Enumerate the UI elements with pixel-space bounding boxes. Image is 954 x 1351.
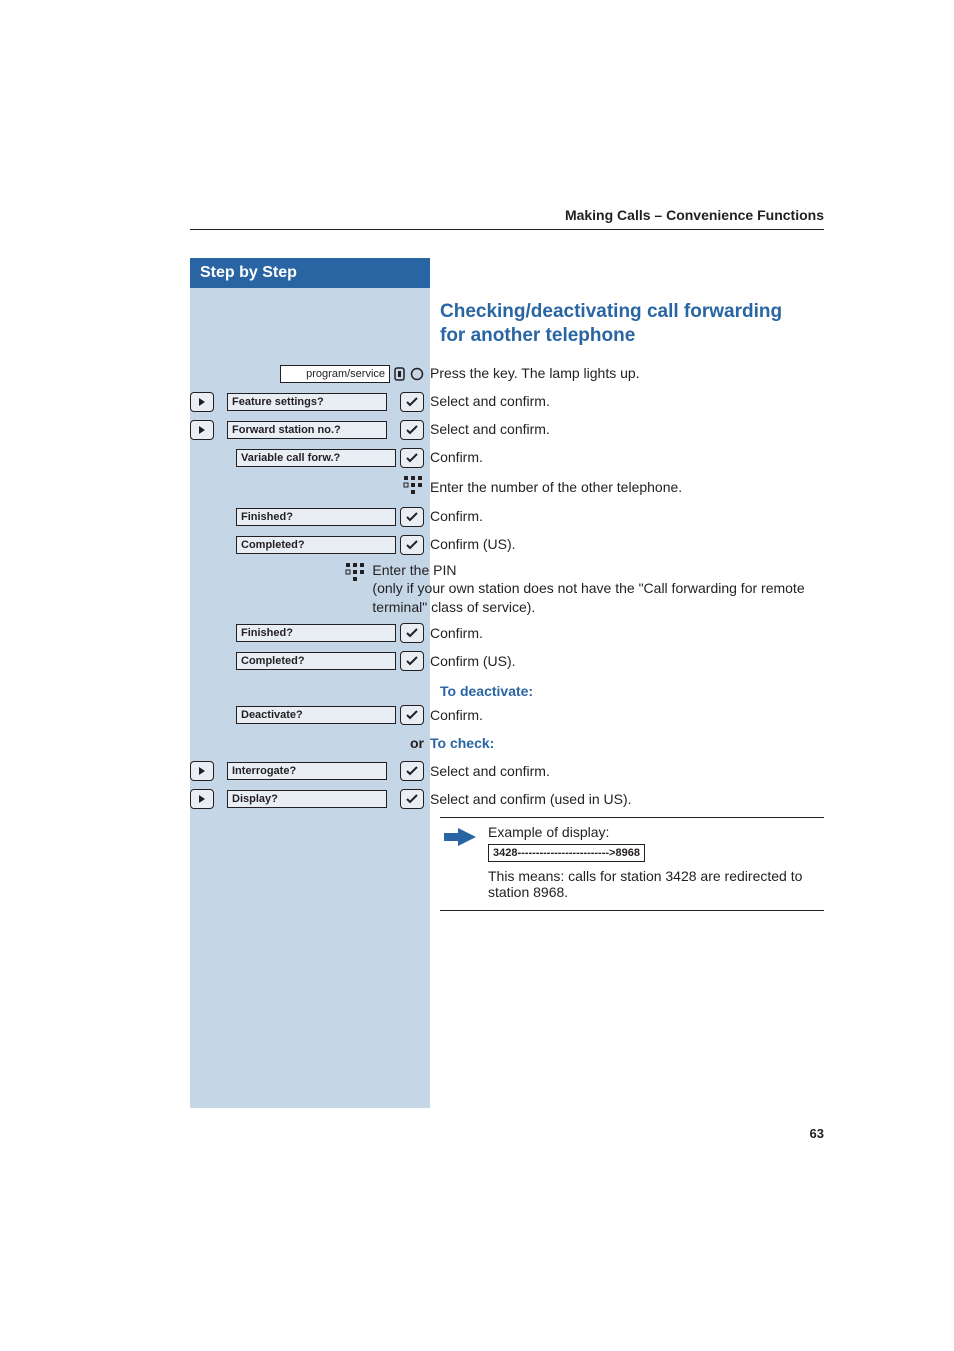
note-example-display: 3428------------------------->8968 <box>488 844 645 862</box>
step-feature-settings: Feature settings? Select and confirm. <box>440 390 824 414</box>
text-enter-number: Enter the number of the other telephone. <box>430 478 682 497</box>
sidebar: Step by Step <box>190 258 430 1108</box>
sub-check: To check: <box>430 735 494 751</box>
side-completed-2: Completed? <box>190 651 430 671</box>
step-enter-pin: Enter the PIN (only if your own station … <box>440 561 824 618</box>
side-deactivate: Deactivate? <box>190 705 430 725</box>
text-feature-settings: Select and confirm. <box>430 392 550 411</box>
box-deactivate: Deactivate? <box>236 706 396 724</box>
text-completed-2: Confirm (US). <box>430 652 516 671</box>
confirm-icon <box>400 448 424 468</box>
lamp-icon <box>394 365 424 383</box>
title-line-1: Checking/deactivating call forwarding <box>440 301 782 322</box>
side-enter-number <box>190 474 430 501</box>
text-deactivate: Confirm. <box>430 706 483 725</box>
box-finished-2: Finished? <box>236 624 396 642</box>
box-forward-station: Forward station no.? <box>227 421 387 439</box>
step-program-service: program/service Press the key. The lamp … <box>440 362 824 386</box>
page-number: 63 <box>810 1126 824 1141</box>
header-title: Making Calls – Convenience Functions <box>190 207 824 223</box>
step-finished-1: Finished? Confirm. <box>440 505 824 529</box>
side-enter-pin <box>190 561 372 588</box>
note-example-label: Example of display: <box>488 824 824 840</box>
side-feature-settings: Feature settings? <box>190 392 430 412</box>
step-completed-2: Completed? Confirm (US). <box>440 649 824 673</box>
page: Making Calls – Convenience Functions Ste… <box>0 0 954 1351</box>
confirm-icon <box>400 651 424 671</box>
box-display: Display? <box>227 790 387 808</box>
header-rule <box>190 229 824 230</box>
text-finished-2: Confirm. <box>430 624 483 643</box>
step-display: Display? Select and confirm (used in US)… <box>440 787 824 811</box>
confirm-icon <box>400 535 424 555</box>
scroll-icon <box>190 789 214 809</box>
sidebar-title: Step by Step <box>190 258 430 288</box>
note-explain: This means: calls for station 3428 are r… <box>488 868 824 900</box>
text-interrogate: Select and confirm. <box>430 762 550 781</box>
confirm-icon <box>400 507 424 527</box>
title-line-2: for another telephone <box>440 325 635 346</box>
step-interrogate: Interrogate? Select and confirm. <box>440 759 824 783</box>
box-program-service: program/service <box>280 365 390 383</box>
confirm-icon <box>400 420 424 440</box>
confirm-icon <box>400 705 424 725</box>
box-feature-settings: Feature settings? <box>227 393 387 411</box>
side-interrogate: Interrogate? <box>190 761 430 781</box>
side-completed-1: Completed? <box>190 535 430 555</box>
step-completed-1: Completed? Confirm (US). <box>440 533 824 557</box>
note-body: Example of display: 3428----------------… <box>488 824 824 900</box>
side-program-service: program/service <box>190 365 430 383</box>
confirm-icon <box>400 789 424 809</box>
keypad-icon <box>344 561 366 588</box>
step-forward-station: Forward station no.? Select and confirm. <box>440 418 824 442</box>
sub-deactivate: To deactivate: <box>440 683 824 699</box>
step-deactivate: Deactivate? Confirm. <box>440 703 824 727</box>
side-variable-forw: Variable call forw.? <box>190 448 430 468</box>
or-label: or <box>410 735 424 751</box>
side-finished-2: Finished? <box>190 623 430 643</box>
box-finished-1: Finished? <box>236 508 396 526</box>
box-interrogate: Interrogate? <box>227 762 387 780</box>
note-arrow-icon <box>440 824 480 900</box>
box-variable-forw: Variable call forw.? <box>236 449 396 467</box>
step-enter-number: Enter the number of the other telephone. <box>440 474 824 501</box>
step-or-check: or To check: <box>440 731 824 755</box>
confirm-icon <box>400 392 424 412</box>
main-content: Checking/deactivating call forwarding fo… <box>440 300 824 911</box>
text-forward-station: Select and confirm. <box>430 420 550 439</box>
text-variable-forw: Confirm. <box>430 448 483 467</box>
text-display: Select and confirm (used in US). <box>430 790 632 809</box>
running-header: Making Calls – Convenience Functions <box>190 207 824 238</box>
note-block: Example of display: 3428----------------… <box>440 817 824 911</box>
side-forward-station: Forward station no.? <box>190 420 430 440</box>
side-finished-1: Finished? <box>190 507 430 527</box>
section-title: Checking/deactivating call forwarding fo… <box>440 300 824 348</box>
step-finished-2: Finished? Confirm. <box>440 621 824 645</box>
confirm-icon <box>400 761 424 781</box>
text-program-service: Press the key. The lamp lights up. <box>430 364 640 383</box>
side-display: Display? <box>190 789 430 809</box>
text-finished-1: Confirm. <box>430 507 483 526</box>
text-completed-1: Confirm (US). <box>430 535 516 554</box>
scroll-icon <box>190 420 214 440</box>
text-enter-pin: Enter the PIN (only if your own station … <box>372 561 824 618</box>
side-or: or <box>190 735 430 751</box>
scroll-icon <box>190 392 214 412</box>
box-completed-2: Completed? <box>236 652 396 670</box>
step-variable-forw: Variable call forw.? Confirm. <box>440 446 824 470</box>
scroll-icon <box>190 761 214 781</box>
confirm-icon <box>400 623 424 643</box>
box-completed-1: Completed? <box>236 536 396 554</box>
keypad-icon <box>402 474 424 501</box>
